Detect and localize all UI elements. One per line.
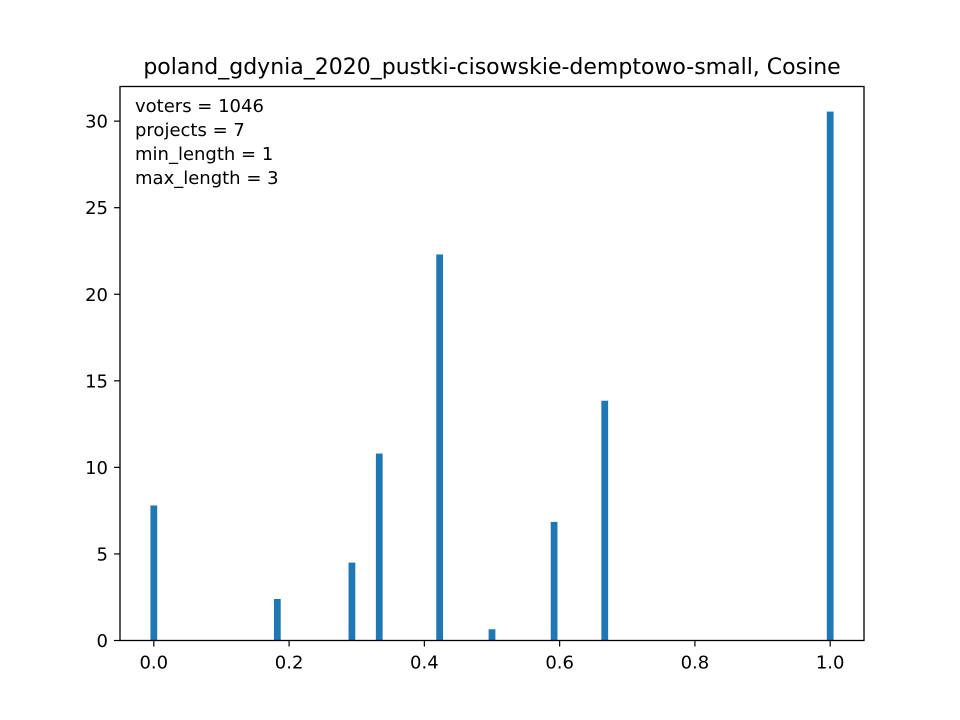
bar [550,521,558,641]
bar [436,254,444,641]
x-tick-label: 0.2 [275,653,304,674]
bar [150,505,158,641]
y-tick-label: 10 [85,458,108,479]
stats-annotation: voters = 1046 projects = 7 min_length = 1 m… [135,96,279,189]
x-tick-label: 1.0 [816,653,845,674]
bar [375,453,383,641]
chart-title: poland_gdynia_2020_pustki-cisowskie-demp… [143,55,840,80]
y-tick-label: 0 [97,631,108,652]
annotation-line: max_length = 3 [135,168,279,189]
bar [488,629,496,641]
plot-frame [119,85,865,642]
annotation-line: min_length = 1 [135,144,273,165]
x-axis-ticks: 0.0 0.2 0.4 0.6 0.8 1.0 [139,640,845,674]
x-tick-label: 0.6 [545,653,574,674]
annotation-line: projects = 7 [135,120,245,141]
y-tick-label: 30 [85,112,108,133]
x-tick-label: 0.4 [410,653,439,674]
y-tick-label: 5 [97,544,108,565]
y-axis-ticks: 0 5 10 15 20 25 30 [85,112,120,652]
x-tick-label: 0.8 [681,653,710,674]
bar [348,562,356,641]
bar [826,111,834,641]
y-tick-label: 15 [85,371,108,392]
x-tick-label: 0.0 [139,653,168,674]
bar [601,400,609,641]
bar [273,598,281,641]
annotation-line: voters = 1046 [135,96,264,117]
bars-group [150,111,834,641]
y-tick-label: 20 [85,285,108,306]
y-tick-label: 25 [85,198,108,219]
